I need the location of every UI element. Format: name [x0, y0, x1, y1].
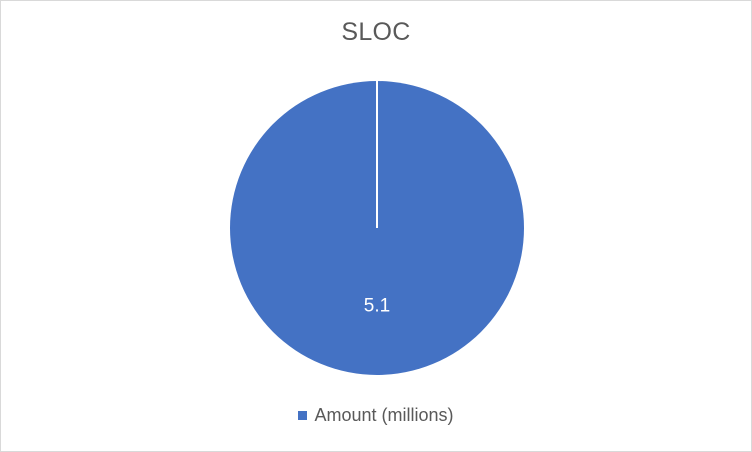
chart-title: SLOC: [341, 18, 411, 46]
legend: Amount (millions): [0, 405, 752, 426]
legend-swatch: [298, 411, 308, 420]
data-label: 5.1: [364, 295, 390, 316]
legend-label: Amount (millions): [314, 405, 454, 425]
